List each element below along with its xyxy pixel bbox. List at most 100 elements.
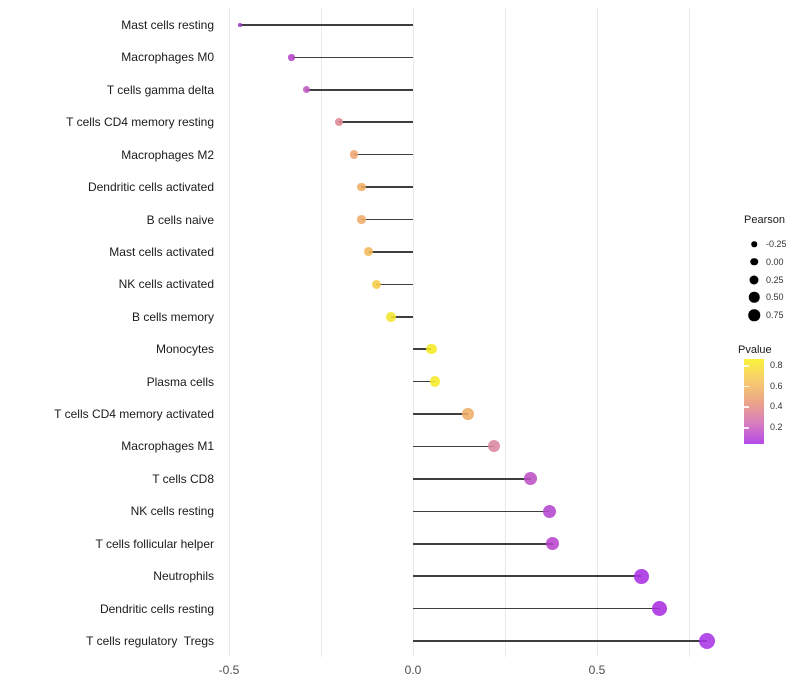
y-axis-label-13: Macrophages M1: [121, 439, 214, 454]
pearson-legend-title: Pearson: [744, 214, 785, 226]
pvalue-colorbar-label-0.4: 0.4: [770, 401, 783, 412]
data-point-15: [542, 504, 556, 518]
pvalue-colorbar-label-0.8: 0.8: [770, 360, 783, 370]
y-axis-label-11: Plasma cells: [146, 374, 214, 389]
y-axis-label-4: Macrophages M2: [121, 147, 214, 162]
pearson-legend-dot: [749, 275, 759, 285]
stem-2: [306, 89, 413, 91]
data-point-0: [238, 23, 242, 27]
stem-14: [413, 478, 531, 480]
gridline-x-0.5: [597, 8, 598, 657]
y-axis-label-10: Monocytes: [155, 342, 214, 357]
data-point-9: [386, 311, 396, 322]
stem-5: [361, 186, 413, 188]
stem-3: [339, 121, 413, 124]
data-point-7: [364, 247, 374, 257]
y-axis-label-9: B cells memory: [131, 309, 214, 324]
pvalue-colorbar-tick: [744, 406, 749, 408]
pearson-size-legend: Pearson -0.25 0.00 0.25 0.50 0.75: [744, 214, 800, 326]
pearson-legend-dot: [751, 241, 757, 247]
stem-15: [413, 510, 550, 513]
pearson-legend-entry-0.50: 0.50: [748, 289, 800, 305]
stem-9: [390, 315, 413, 318]
stem-10: [413, 348, 432, 350]
pearson-legend-label: 0.50: [766, 292, 784, 303]
y-axis-label-7: Mast cells activated: [109, 244, 214, 259]
data-point-2: [302, 86, 310, 94]
data-point-17: [633, 568, 649, 584]
stem-18: [413, 607, 660, 610]
data-point-11: [429, 376, 441, 387]
stem-8: [376, 283, 413, 286]
y-axis-label-6: B cells naive: [146, 212, 214, 227]
pvalue-colorbar-label-0.2: 0.2: [770, 422, 783, 432]
y-axis-label-0: Mast cells resting: [121, 18, 214, 32]
y-axis-label-8: NK cells activated: [118, 277, 214, 292]
pearson-legend-label: 0.00: [766, 256, 784, 267]
pearson-legend-label: 0.75: [766, 310, 784, 321]
pearson-legend-dot: [748, 309, 760, 321]
plot-panel: [222, 8, 720, 657]
gridline-x--0.25: [321, 8, 322, 657]
data-point-13: [487, 440, 500, 453]
pvalue-colorbar-tick: [744, 365, 749, 367]
stem-1: [291, 56, 413, 59]
data-point-14: [524, 472, 538, 486]
gridline-x-0: [413, 8, 414, 657]
stem-7: [368, 251, 413, 253]
y-axis-label-17: Neutrophils: [153, 569, 214, 584]
x-axis-tick-0.0: 0.0: [404, 663, 422, 677]
data-point-8: [371, 279, 381, 289]
pvalue-colorbar-label-0.6: 0.6: [770, 380, 783, 391]
stem-4: [354, 153, 413, 156]
pearson-legend-dot: [750, 258, 758, 266]
gridline-x-0.25: [505, 8, 506, 657]
y-axis-label-1: Macrophages M0: [121, 50, 214, 65]
pvalue-colorbar-tick: [744, 385, 749, 388]
y-axis-label-3: T cells CD4 memory resting: [66, 115, 214, 130]
y-axis-label-5: Dendritic cells activated: [87, 180, 214, 195]
y-axis-label-16: T cells follicular helper: [95, 536, 215, 551]
stem-12: [413, 413, 469, 415]
data-point-4: [349, 150, 359, 159]
data-point-3: [335, 118, 344, 127]
stem-0: [240, 24, 413, 26]
y-axis-label-14: T cells CD8: [152, 471, 214, 486]
pvalue-colorbar: [744, 359, 764, 444]
data-point-19: [699, 632, 716, 649]
data-point-1: [288, 54, 295, 61]
y-axis-label-12: T cells CD4 memory activated: [54, 407, 214, 422]
pvalue-colorbar-tick-labels: 0.8 0.6 0.4 0.2: [770, 359, 800, 444]
pearson-legend-entry-0.75: 0.75: [748, 307, 800, 323]
gridline-x--0.5: [229, 8, 230, 657]
pearson-legend-entries: -0.25 0.00 0.25 0.50 0.75: [748, 236, 800, 326]
pearson-legend-entry-0.00: 0.00: [750, 254, 800, 270]
data-point-10: [426, 343, 437, 355]
pvalue-legend-title: Pvalue: [738, 344, 772, 356]
pearson-legend-entry-0.25: 0.25: [749, 272, 800, 288]
y-axis-label-18: Dendritic cells resting: [99, 601, 214, 616]
stem-16: [413, 542, 553, 545]
stem-11: [413, 380, 436, 383]
pearson-legend-dot: [748, 292, 760, 303]
data-point-16: [546, 537, 560, 551]
data-point-12: [462, 408, 474, 420]
gridline-x-0.75: [689, 8, 690, 657]
data-point-18: [651, 600, 668, 617]
data-point-6: [357, 215, 366, 224]
stem-17: [413, 575, 642, 577]
pearson-legend-label: -0.25: [766, 239, 787, 249]
y-axis-label-2: T cells gamma delta: [106, 82, 214, 97]
y-axis-labels: Mast cells resting Macrophages M0 T cells …: [0, 0, 214, 700]
x-axis-tick-0.5: 0.5: [588, 663, 606, 677]
data-point-5: [357, 182, 366, 192]
pearson-legend-entry--0.25: -0.25: [751, 236, 800, 252]
pearson-legend-label: 0.25: [766, 274, 784, 285]
stem-6: [361, 218, 413, 221]
stem-19: [413, 640, 708, 642]
pvalue-colorbar-tick: [744, 427, 749, 429]
y-axis-label-19: T cells regulatory Tregs: [86, 633, 214, 648]
y-axis-label-15: NK cells resting: [130, 504, 214, 519]
stem-13: [413, 445, 494, 448]
